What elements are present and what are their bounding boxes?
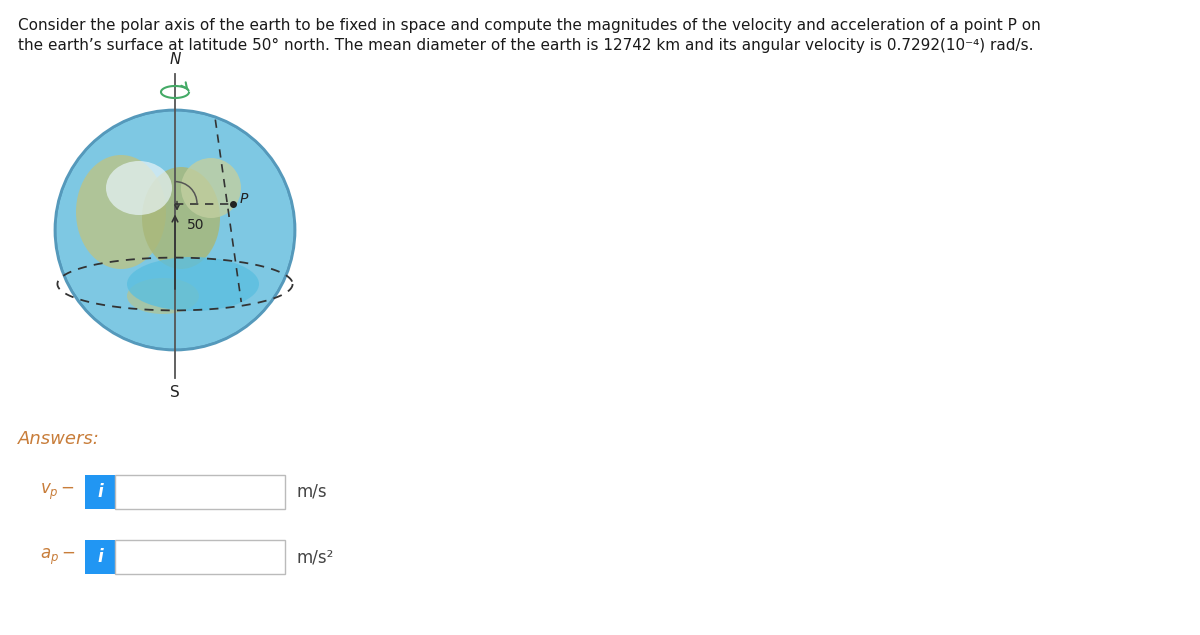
Ellipse shape — [181, 158, 241, 218]
Text: Consider the polar axis of the earth to be fixed in space and compute the magnit: Consider the polar axis of the earth to … — [18, 18, 1040, 33]
Text: m/s: m/s — [298, 483, 328, 501]
Text: Answers:: Answers: — [18, 430, 100, 448]
Text: $v_p-$: $v_p-$ — [40, 482, 74, 502]
Text: i: i — [97, 483, 103, 501]
FancyBboxPatch shape — [115, 540, 286, 574]
Text: 50: 50 — [187, 218, 204, 232]
Text: m/s²: m/s² — [298, 548, 335, 566]
Ellipse shape — [76, 155, 166, 269]
Ellipse shape — [142, 167, 220, 269]
Text: i: i — [97, 548, 103, 566]
Text: S: S — [170, 385, 180, 400]
Text: the earth’s surface at latitude 50° north. The mean diameter of the earth is 127: the earth’s surface at latitude 50° nort… — [18, 38, 1033, 53]
FancyBboxPatch shape — [85, 540, 115, 574]
Ellipse shape — [127, 257, 259, 311]
Text: $a_p-$: $a_p-$ — [40, 547, 74, 567]
FancyBboxPatch shape — [85, 475, 115, 509]
Text: N: N — [169, 52, 181, 67]
Ellipse shape — [127, 278, 199, 314]
FancyBboxPatch shape — [115, 475, 286, 509]
Circle shape — [55, 110, 295, 350]
Ellipse shape — [106, 161, 172, 215]
Text: P: P — [240, 192, 248, 206]
